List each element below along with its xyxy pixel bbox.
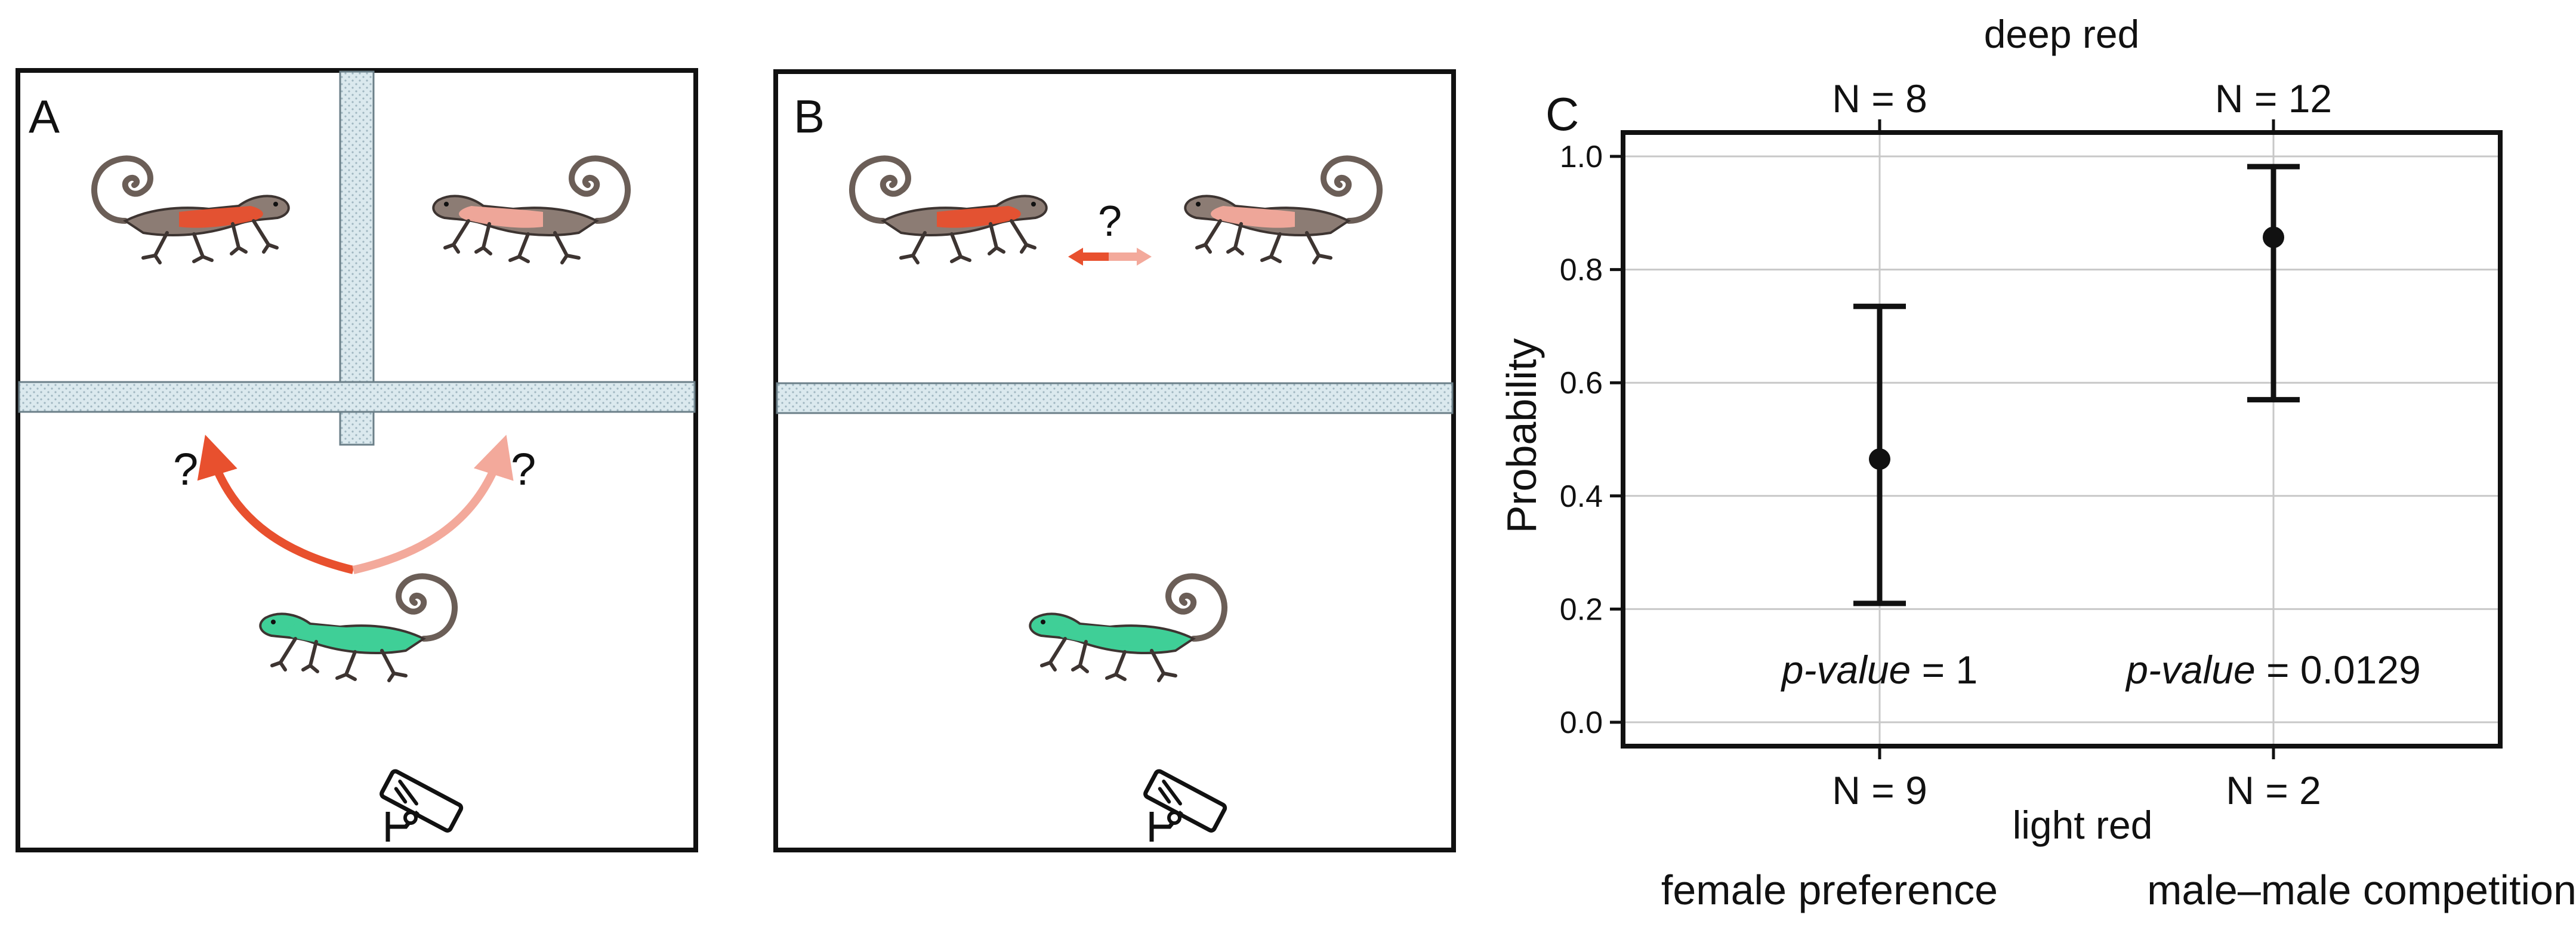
data-point: [2263, 226, 2284, 248]
y-tick-label: 1.0: [1560, 140, 1603, 174]
top-axis-title: deep red: [1984, 12, 2140, 56]
panel-a-label: A: [29, 90, 60, 143]
bottom-axis-title: light red: [2013, 803, 2153, 847]
data-point: [1869, 448, 1890, 470]
y-axis: 0.0 0.2 0.4 0.6 0.8 1.0: [1560, 140, 1623, 740]
axis-labels: N = 8 N = 9 female preference N = 12 N = 2 ma…: [1498, 12, 2576, 913]
horizontal-barrier: [18, 381, 696, 413]
top-axis-label: N = 12: [2215, 76, 2332, 121]
p-value-annotation: p-value = 0.0129: [2125, 648, 2421, 692]
y-tick-label: 0.2: [1560, 592, 1603, 627]
arrow-to-light-red: [352, 435, 514, 574]
p-value-label: p-value: [1781, 648, 1911, 692]
panel-c-label: C: [1545, 88, 1579, 140]
p-value-annotation: p-value = 1: [1781, 648, 1977, 692]
panel-a: A ? ?: [16, 68, 698, 852]
double-arrow-icon: [1068, 248, 1152, 266]
y-tick-label: 0.6: [1560, 366, 1603, 401]
category-label: male–male competition: [2147, 867, 2576, 913]
question-mark: ?: [173, 444, 198, 495]
panel-b-frame: [773, 69, 1456, 852]
category-label: female preference: [1661, 867, 1998, 913]
bottom-axis-label: N = 2: [2226, 768, 2321, 812]
y-axis-title: Probability: [1498, 338, 1545, 534]
question-mark: ?: [511, 444, 536, 495]
y-tick-label: 0.8: [1560, 253, 1603, 288]
panel-c-chart: C 0.00.20.40.60.81.0 p-value = 1 p-value …: [1498, 12, 2576, 913]
p-value-label: p-value: [2125, 648, 2255, 692]
question-mark: ?: [1098, 198, 1122, 245]
panel-b-label: B: [794, 90, 825, 143]
panel-b: B ?: [773, 69, 1456, 852]
top-axis-label: N = 8: [1832, 76, 1927, 121]
p-value-number: = 1: [1911, 648, 1977, 692]
p-value-number: = 0.0129: [2256, 648, 2421, 692]
data-marks: p-value = 1 p-value = 0.0129: [1781, 164, 2421, 692]
horizontal-barrier: [776, 382, 1454, 414]
plot-frame: [1621, 130, 2503, 749]
y-tick-label: 0.0: [1560, 706, 1603, 740]
arrow-to-deep-red: [197, 435, 354, 574]
y-tick-label: 0.4: [1560, 479, 1603, 514]
bottom-axis-label: N = 9: [1832, 768, 1927, 812]
